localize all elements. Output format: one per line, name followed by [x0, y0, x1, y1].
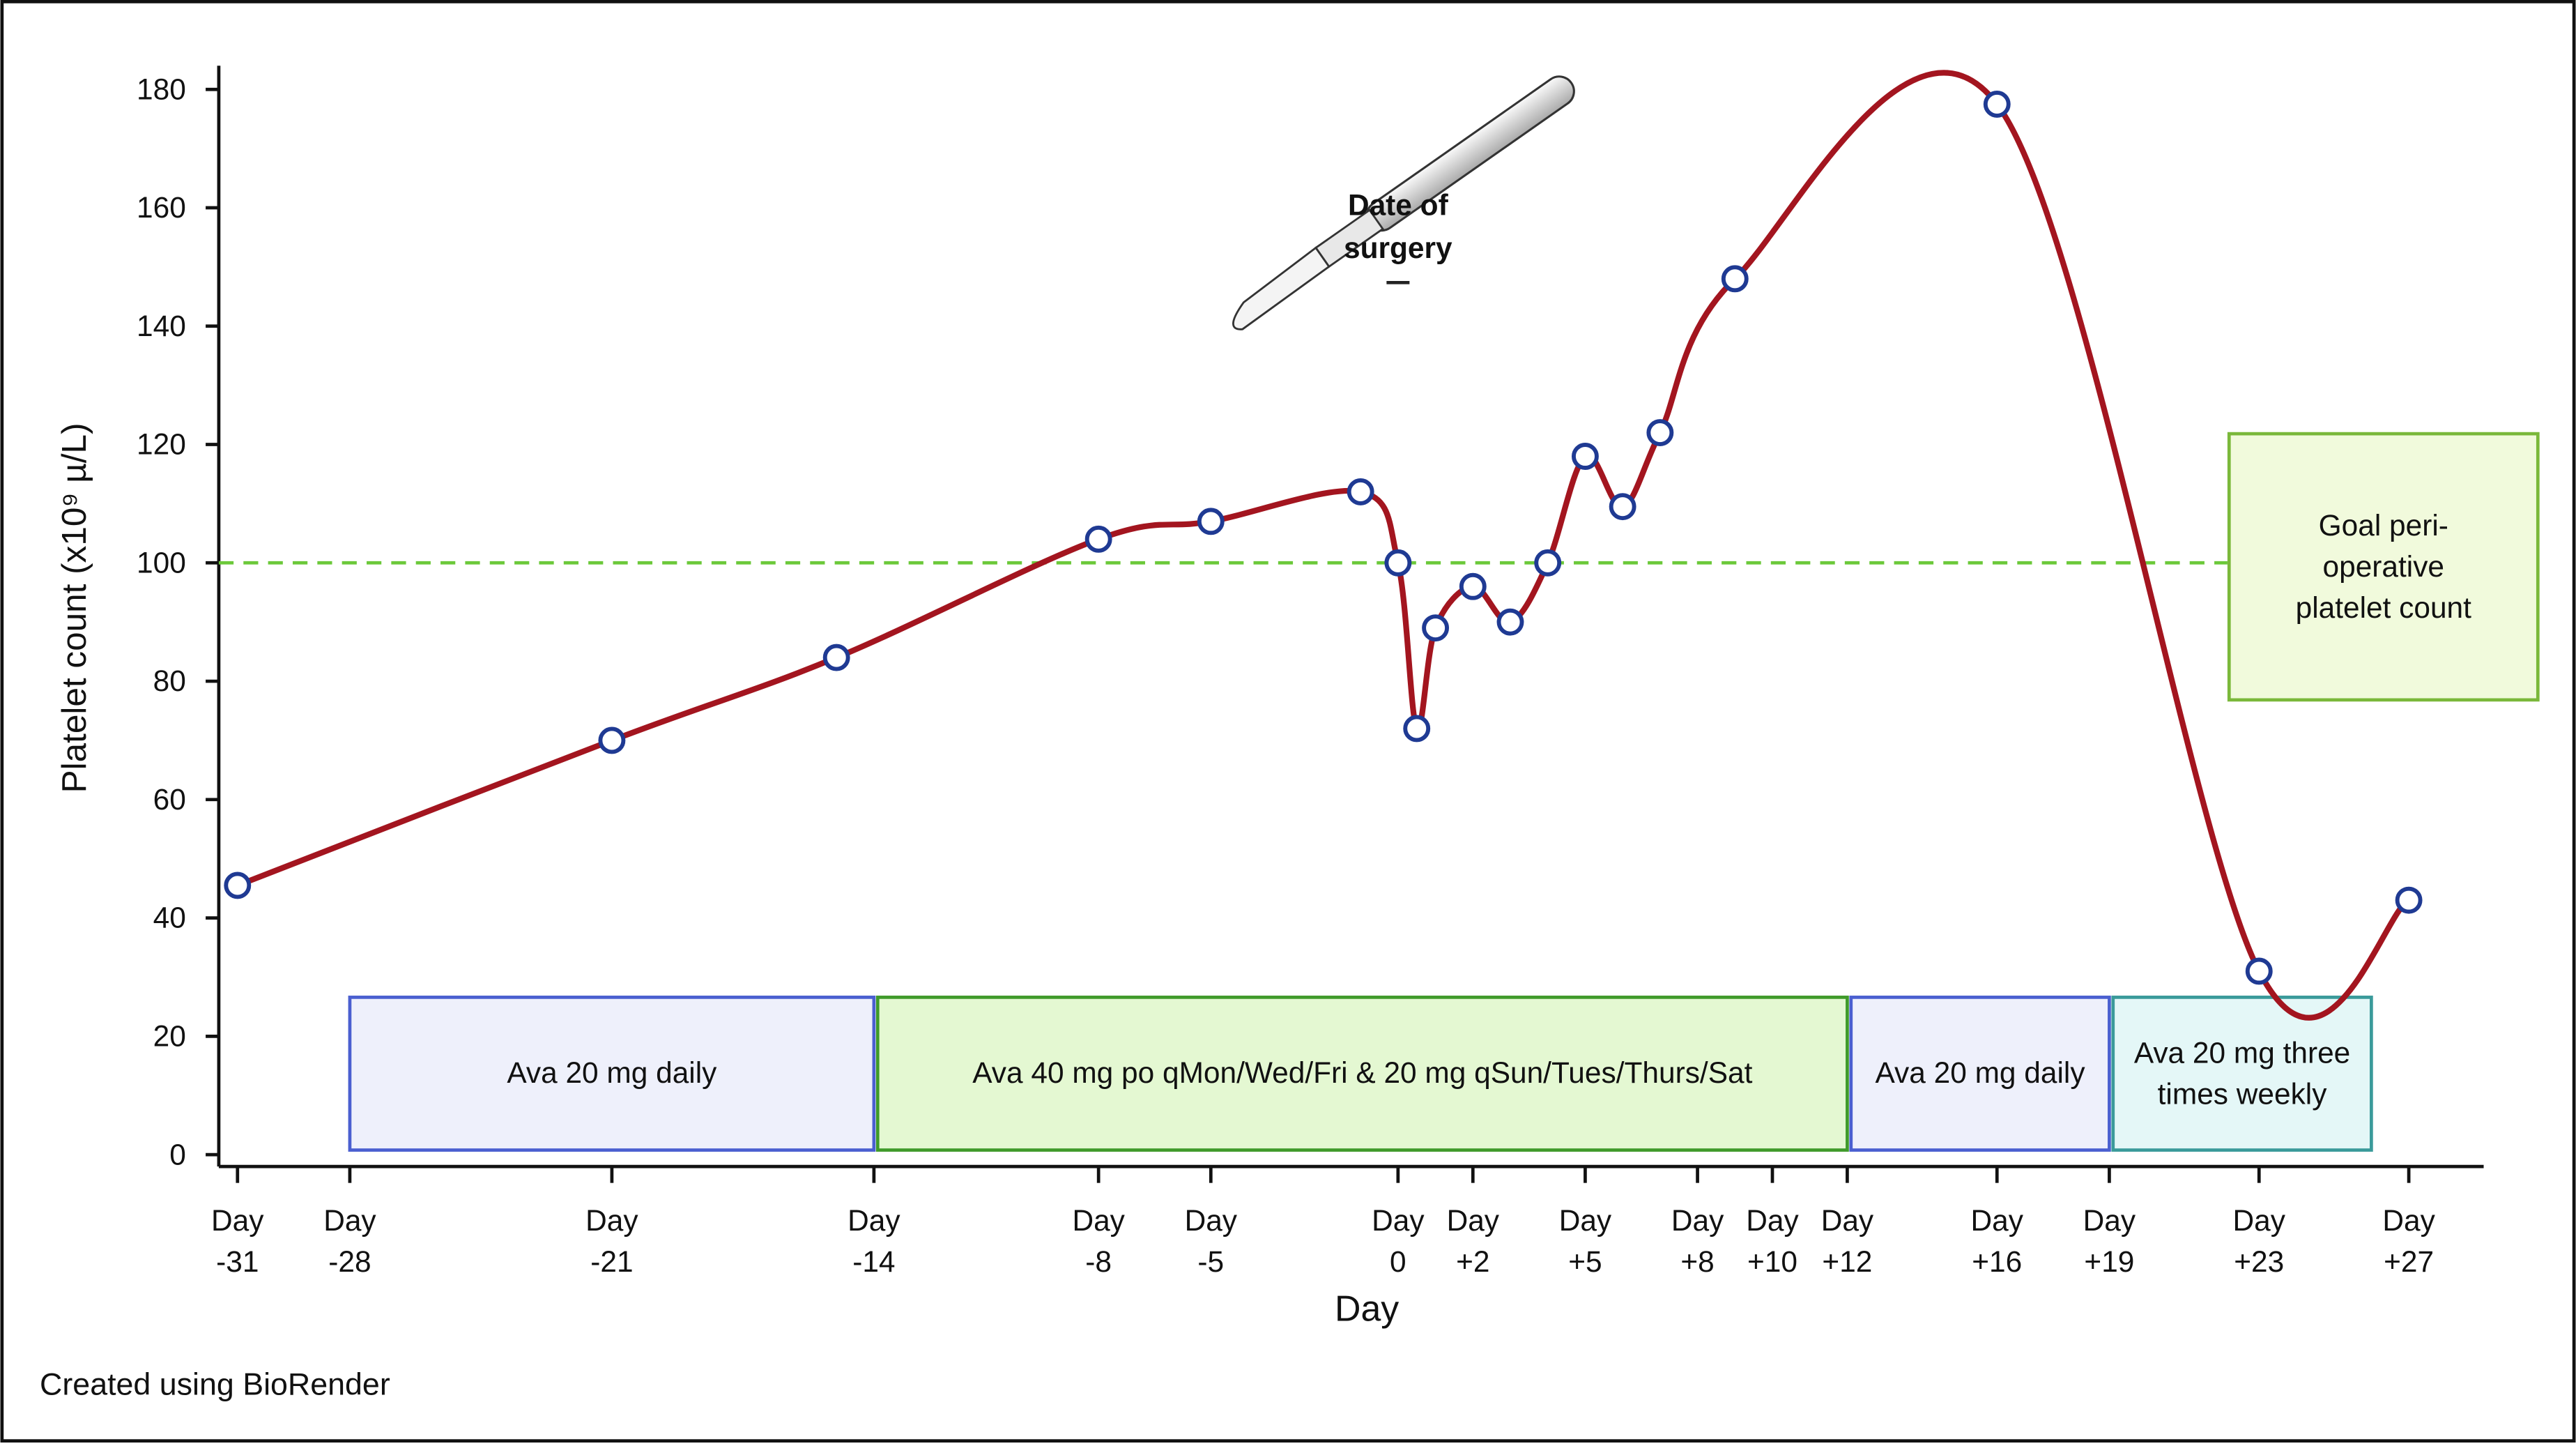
y-tick-label: 100 [137, 546, 186, 579]
regimen-bar [2111, 996, 2373, 1152]
x-tick-label: Day -28 [323, 1204, 376, 1278]
data-point [1721, 265, 1749, 293]
regimen-bar [348, 996, 876, 1152]
x-tick-label: Day +2 [1447, 1204, 1500, 1278]
data-point [1084, 525, 1112, 553]
x-tick-label: Day +23 [2233, 1204, 2286, 1278]
data-point [1496, 608, 1524, 636]
regimen-label-box: Ava 40 mg po qMon/Wed/Fri & 20 mg qSun/T… [972, 1056, 1753, 1090]
data-point [1646, 419, 1674, 446]
surgery-label-box: Date of surgery [1344, 188, 1452, 265]
regimen-label: Ava 20 mg daily [1875, 1056, 2085, 1090]
data-point [2395, 886, 2423, 914]
data-point [1197, 508, 1225, 535]
data-point [1403, 715, 1431, 743]
x-tick-label: Day +16 [1971, 1204, 2024, 1278]
x-tick-label: Day +19 [2083, 1204, 2136, 1278]
x-tick-label: Day +10 [1746, 1204, 1799, 1278]
x-tick-label: Day -21 [585, 1204, 638, 1278]
data-point [598, 726, 626, 754]
regimen-label: Ava 20 mg daily [507, 1056, 717, 1090]
y-tick-label: 120 [137, 428, 186, 461]
y-tick-label: 180 [137, 73, 186, 105]
y-tick-label: 160 [137, 191, 186, 224]
x-tick-label: Day 0 [1372, 1204, 1425, 1278]
x-tick-label: Day -14 [848, 1204, 900, 1278]
surgery-label: Date of surgery [1344, 188, 1452, 265]
data-point [1609, 493, 1636, 521]
regimen-label: Ava 40 mg po qMon/Wed/Fri & 20 mg qSun/T… [972, 1056, 1753, 1090]
goal-box-frame [2227, 432, 2540, 702]
data-point [1459, 572, 1487, 600]
y-tick-label: 0 [169, 1138, 186, 1171]
x-tick-label: Day +5 [1559, 1204, 1612, 1278]
footer: Created using BioRender [40, 1367, 390, 1402]
goal-label: Goal peri-operative platelet count [2295, 508, 2471, 624]
x-tick-label: Day -8 [1072, 1204, 1125, 1278]
regimen-bar [1849, 996, 2111, 1152]
y-tick-label: 20 [153, 1020, 186, 1053]
data-point [224, 872, 252, 899]
goal-label-box: Goal peri-operative platelet count [2295, 508, 2471, 624]
regimen-bar [875, 996, 1849, 1152]
x-tick-label: Day +27 [2382, 1204, 2435, 1278]
data-point [1983, 90, 2011, 118]
x-tick-label: Day -31 [211, 1204, 264, 1278]
data-point [1384, 549, 1412, 577]
x-axis-label: Day [1335, 1288, 1399, 1329]
y-tick-label: 80 [153, 664, 186, 697]
x-tick-label: Day +12 [1821, 1204, 1874, 1278]
regimen-label-box: Ava 20 mg daily [1875, 1056, 2085, 1090]
scalpel-icon [1232, 75, 1575, 330]
y-tick-label: 40 [153, 901, 186, 934]
regimen-label-box: Ava 20 mg three times weekly [2133, 1035, 2351, 1110]
data-point [822, 644, 850, 671]
data-point [1571, 443, 1599, 470]
y-tick-label: 140 [137, 310, 186, 342]
y-tick-label: 60 [153, 783, 186, 816]
regimen-label-box: Ava 20 mg daily [507, 1056, 717, 1090]
x-tick-label: Day -5 [1185, 1204, 1238, 1278]
regimen-label: Ava 20 mg three times weekly [2133, 1035, 2351, 1110]
data-point [1347, 478, 1374, 505]
data-point [2245, 957, 2273, 985]
data-point [1422, 614, 1450, 642]
y-axis-label: Platelet count (x10⁹ µ/L) [55, 423, 93, 793]
data-point [1534, 549, 1562, 577]
x-tick-label: Day +8 [1671, 1204, 1724, 1278]
